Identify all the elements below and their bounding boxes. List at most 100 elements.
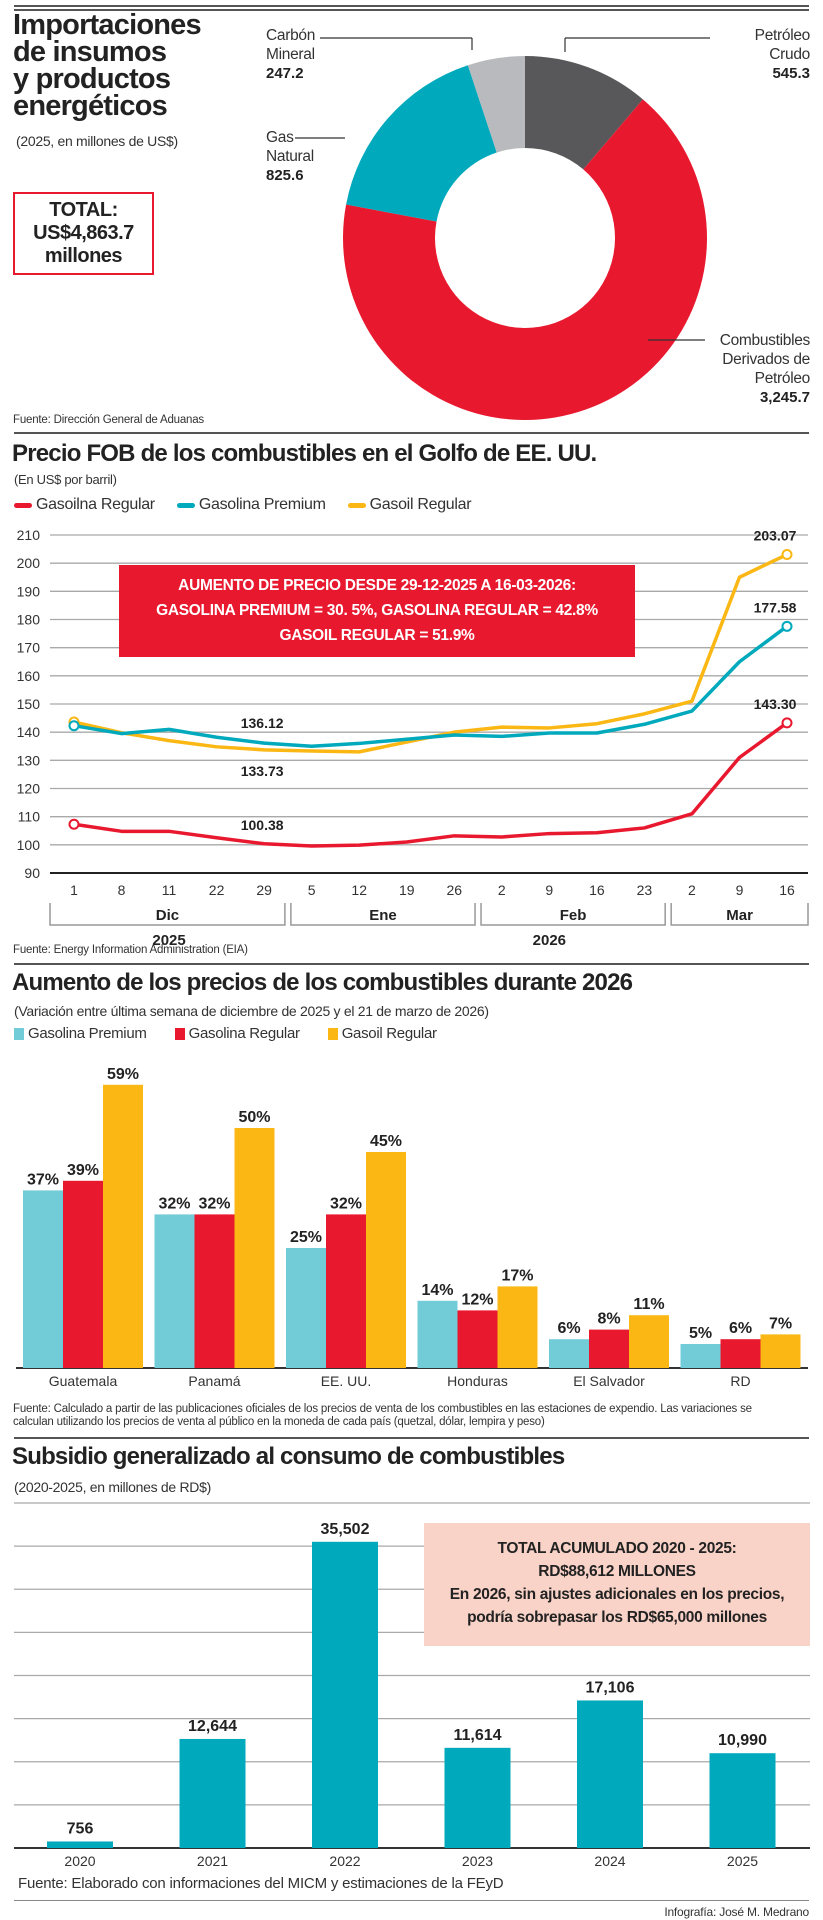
bar-value-label: 12,644 [188, 1718, 237, 1735]
imports-title-line: energéticos [13, 90, 168, 122]
month-bracket [480, 903, 666, 926]
month-bracket [290, 903, 476, 926]
legend-item: Gasolina Premium [176, 496, 326, 514]
month-bracket [49, 903, 286, 926]
section-divider [14, 432, 809, 434]
legend-swatch-yellow [347, 502, 366, 508]
data-label: 143.30 [754, 696, 797, 712]
bar-value-label: 50% [238, 1109, 270, 1126]
x-tick-label: 23 [637, 882, 653, 898]
bar [326, 1214, 366, 1368]
slice-label: Crudo [769, 46, 810, 63]
x-tick-label: 26 [446, 882, 462, 898]
x-tick-label: 9 [545, 882, 553, 898]
legend-label: Gasoil Regular [369, 496, 472, 513]
callout-line: En 2026, sin ajustes adicionales en los … [449, 1586, 785, 1603]
y-tick-label: 160 [17, 668, 41, 684]
subsidy-callout: TOTAL ACUMULADO 2020 - 2025: RD$88,612 M… [424, 1523, 810, 1646]
slice-label: Derivados de [722, 351, 810, 368]
bar-value-label: 25% [290, 1229, 322, 1246]
bar [720, 1339, 761, 1368]
bar-value-label: 35,502 [321, 1521, 370, 1538]
source-line: Fuente: Calculado a partir de las public… [13, 1403, 752, 1415]
bar-value-label: 32% [158, 1195, 190, 1212]
series-endpoint [68, 720, 80, 732]
bar [194, 1214, 235, 1368]
category-label: 2025 [727, 1853, 758, 1869]
slice-value: 3,245.7 [760, 389, 810, 406]
y-tick-label: 210 [17, 527, 41, 543]
x-tick-label: 9 [736, 882, 744, 898]
fob-legend: Gasoilna Regular Gasolina Premium Gasoil… [14, 496, 472, 514]
bar [286, 1248, 326, 1368]
bar [417, 1300, 458, 1368]
bar-value-label: 5% [689, 1325, 712, 1342]
legend-label: Gasoil Regular [341, 1025, 437, 1042]
legend-item: Gasolina Regular [174, 1025, 300, 1042]
increase-legend: Gasolina Premium Gasolina Regular Gasoil… [14, 1025, 437, 1042]
y-tick-label: 150 [17, 696, 41, 712]
section-divider [14, 1900, 809, 1901]
category-label: 2022 [329, 1853, 360, 1869]
top-rule [14, 5, 809, 7]
x-tick-label: 5 [308, 882, 316, 898]
y-tick-label: 140 [17, 724, 41, 740]
bar [444, 1747, 511, 1848]
total-label: TOTAL: [49, 199, 118, 221]
bar-value-label: 39% [67, 1162, 99, 1179]
slice-label: Mineral [266, 46, 315, 63]
bar [577, 1700, 643, 1848]
x-tick-label: 16 [779, 882, 795, 898]
x-tick-label: 2 [498, 882, 506, 898]
month-label: Dic [156, 907, 179, 924]
legend-item: Gasolina Premium [14, 1025, 147, 1042]
y-tick-label: 170 [17, 640, 41, 656]
series-line [73, 721, 789, 848]
category-label: 2023 [462, 1853, 493, 1869]
bar [234, 1128, 275, 1368]
credit: Infografía: José M. Medrano [664, 1905, 809, 1919]
subsidy-bar-chart: 756 2020 12,644 2021 35,502 2022 11,614 2023 17,… [14, 1502, 810, 1869]
bar [760, 1334, 801, 1368]
slice-label: Gas [266, 129, 294, 146]
increase-source: Fuente: Calculado a partir de las public… [13, 1403, 813, 1429]
imports-donut-chart: Petróleo Crudo 545.3 Carbón Mineral 247.2 Gas N… [266, 27, 811, 420]
bar [709, 1753, 776, 1848]
slice-label: Petróleo [755, 370, 810, 387]
bar-value-label: 37% [27, 1171, 59, 1188]
y-tick-label: 190 [17, 583, 41, 599]
category-label: RD [730, 1373, 750, 1389]
y-tick-label: 90 [24, 865, 40, 881]
legend-item: Gasoilna Regular [14, 496, 155, 514]
month-label: Mar [726, 907, 753, 924]
legend-swatch-teal [176, 502, 195, 508]
annotation-line: GASOIL REGULAR = 51.9% [279, 627, 475, 644]
category-label: 2021 [197, 1853, 228, 1869]
x-tick-label: 11 [162, 882, 177, 898]
bar-value-label: 32% [330, 1195, 362, 1212]
slice-label: Petróleo [755, 27, 810, 44]
legend-item: Gasoil Regular [347, 496, 472, 514]
donut-slice [525, 56, 643, 170]
total-box: TOTAL: US$4,863.7 millones [13, 192, 154, 275]
callout-line: TOTAL ACUMULADO 2020 - 2025: [497, 1540, 737, 1557]
bar [366, 1152, 406, 1368]
data-label: 100.38 [241, 817, 284, 833]
month-label: Feb [560, 907, 587, 924]
bar-value-label: 32% [198, 1195, 230, 1212]
bar-value-label: 11,614 [453, 1727, 501, 1744]
bar-value-label: 10,990 [718, 1732, 767, 1749]
month-bracket [670, 903, 809, 926]
data-label: 203.07 [754, 528, 797, 544]
y-tick-label: 180 [17, 612, 41, 628]
slice-value: 545.3 [772, 65, 810, 82]
total-unit: millones [44, 245, 123, 267]
series-endpoint [781, 717, 793, 729]
increase-subtitle: (Variación entre última semana de diciem… [14, 1003, 489, 1019]
series-endpoint [781, 620, 793, 632]
year-label: 2025 [152, 932, 185, 949]
bar [589, 1329, 629, 1368]
x-tick-label: 22 [209, 882, 225, 898]
slice-value: 825.6 [266, 167, 304, 184]
legend-item: Gasoil Regular [327, 1025, 437, 1042]
